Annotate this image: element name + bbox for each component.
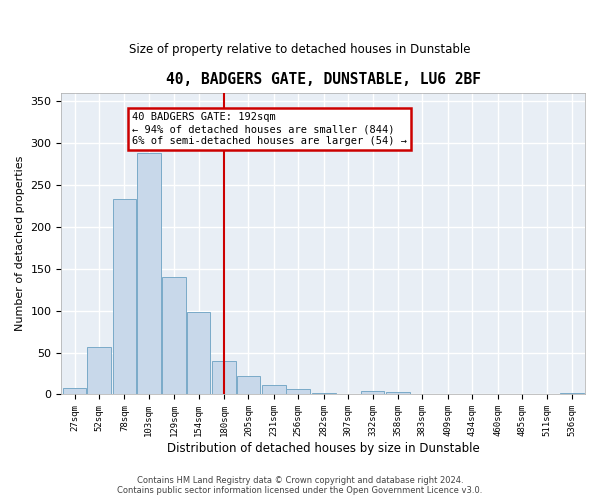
- Bar: [113, 199, 136, 394]
- Bar: [87, 346, 111, 395]
- Bar: [386, 392, 410, 394]
- Bar: [236, 376, 260, 394]
- Text: 40 BADGERS GATE: 192sqm
← 94% of detached houses are smaller (844)
6% of semi-de: 40 BADGERS GATE: 192sqm ← 94% of detache…: [132, 112, 407, 146]
- X-axis label: Distribution of detached houses by size in Dunstable: Distribution of detached houses by size …: [167, 442, 479, 455]
- Bar: [262, 386, 286, 394]
- Bar: [560, 393, 584, 394]
- Y-axis label: Number of detached properties: Number of detached properties: [15, 156, 25, 332]
- Text: Size of property relative to detached houses in Dunstable: Size of property relative to detached ho…: [129, 42, 471, 56]
- Bar: [63, 388, 86, 394]
- Text: Contains HM Land Registry data © Crown copyright and database right 2024.
Contai: Contains HM Land Registry data © Crown c…: [118, 476, 482, 495]
- Bar: [212, 361, 236, 394]
- Bar: [187, 312, 211, 394]
- Bar: [137, 153, 161, 394]
- Bar: [361, 391, 385, 394]
- Bar: [312, 393, 335, 394]
- Title: 40, BADGERS GATE, DUNSTABLE, LU6 2BF: 40, BADGERS GATE, DUNSTABLE, LU6 2BF: [166, 72, 481, 88]
- Bar: [163, 277, 186, 394]
- Bar: [286, 390, 310, 394]
